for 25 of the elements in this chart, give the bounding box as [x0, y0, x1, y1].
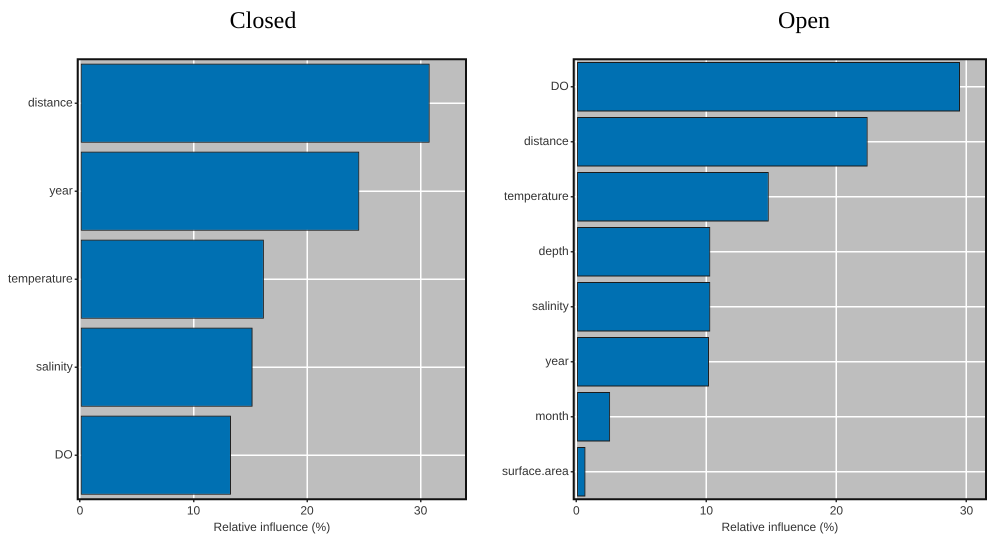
- x-axis-title: Relative influence (%): [721, 520, 838, 534]
- x-axis-title: Relative influence (%): [213, 520, 330, 534]
- y-tick-label: distance: [524, 134, 570, 148]
- y-tick-label: temperature: [8, 272, 74, 286]
- x-tick-label: 10: [186, 504, 200, 518]
- chart-title: Open: [777, 8, 831, 35]
- y-tick-label: DO: [550, 79, 569, 94]
- y-tick-label: DO: [54, 448, 73, 462]
- x-tick-label: 20: [830, 504, 844, 518]
- x-tick-label: 0: [76, 504, 84, 518]
- x-tick-label: 30: [414, 504, 428, 518]
- chart-title: Closed: [228, 8, 298, 35]
- y-tick-label: year: [545, 354, 569, 368]
- y-tick-label: temperature: [504, 189, 570, 204]
- y-tick-label: distance: [28, 96, 74, 110]
- y-tick-label: salinity: [36, 360, 73, 374]
- y-tick-label: month: [535, 409, 569, 424]
- y-tick-label: year: [49, 184, 73, 198]
- x-tick-label: 10: [700, 504, 714, 518]
- y-tick-label: surface.area: [502, 464, 570, 478]
- x-tick-label: 20: [300, 504, 314, 518]
- y-tick-label: salinity: [532, 299, 569, 314]
- y-tick-label: depth: [538, 244, 569, 258]
- x-tick-label: 30: [960, 504, 974, 518]
- x-tick-label: 0: [572, 504, 580, 518]
